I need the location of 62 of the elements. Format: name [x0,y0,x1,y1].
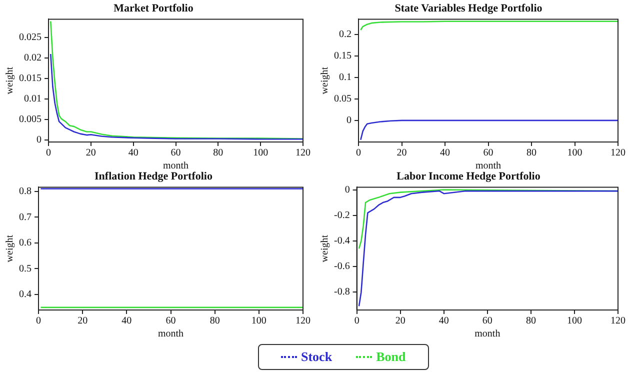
y-tick-label: 0.01 [24,94,42,105]
y-axis-title: weight [4,234,16,262]
x-tick-label: 20 [395,316,406,327]
chart-title: Labor Income Hedge Portfolio [396,170,541,182]
x-axis-title: month [475,160,502,172]
x-tick-label: 120 [296,148,310,159]
x-tick-label: 40 [128,148,138,159]
legend-label: Stock [301,349,332,365]
y-tick-label: 0.1 [339,72,352,83]
x-tick-label: 100 [566,316,582,327]
y-tick-label: 0.015 [19,73,42,84]
x-tick-label: 60 [170,148,181,159]
y-tick-label: 0.005 [19,114,42,126]
x-tick-label: 20 [396,148,407,159]
x-tick-label: 100 [567,148,582,159]
chart-title: State Variables Hedge Portfolio [394,2,543,14]
x-tick-label: 0 [46,148,51,159]
y-tick-label: 0.2 [339,28,352,40]
y-tick-label: 0.4 [19,289,32,300]
y-tick-label: 0 [346,115,352,126]
legend-label: Bond [376,349,406,365]
y-tick-label: 0.05 [334,94,352,105]
x-tick-label: 120 [296,316,310,327]
chart-title: Market Portfolio [114,2,194,14]
x-tick-label: 40 [438,316,449,327]
y-axis-title: weight [320,234,331,262]
y-axis-title: weight [320,66,331,94]
x-tick-label: 40 [122,316,132,327]
chart-title: Inflation Hedge Portfolio [94,170,213,182]
y-tick-label: 0.6 [19,238,32,249]
x-axis-title: month [158,328,184,340]
x-tick-label: 80 [210,316,220,327]
x-tick-label: 0 [356,148,361,159]
y-tick-label: 0 [36,134,42,146]
y-tick-label: 0.02 [24,52,42,64]
y-tick-label: 0.5 [19,263,32,274]
x-tick-label: 120 [610,148,626,159]
x-tick-label: 80 [526,148,536,159]
x-tick-label: 80 [213,148,224,159]
y-tick-label: 0.15 [334,50,352,62]
x-tick-label: 60 [166,316,176,327]
x-axis-title: month [474,328,500,340]
y-tick-label: 0.7 [19,212,32,223]
x-axis-title: month [162,160,189,172]
y-tick-label: 0 [344,184,350,196]
x-tick-label: 100 [253,148,268,159]
x-tick-label: 0 [354,316,360,327]
x-tick-label: 20 [78,316,88,327]
y-tick-label: -0.6 [334,261,350,272]
x-tick-label: 100 [251,316,266,327]
y-tick-label: 0.8 [19,186,32,197]
x-tick-label: 120 [610,316,626,327]
x-tick-label: 80 [526,316,536,327]
y-tick-label: -0.2 [334,210,350,221]
x-tick-label: 60 [482,316,492,327]
y-tick-label: -0.8 [334,286,350,298]
x-tick-label: 40 [440,148,450,159]
y-tick-label: 0.025 [19,32,42,44]
y-tick-label: -0.4 [334,236,350,247]
y-axis-title: weight [4,66,16,94]
x-tick-label: 20 [86,148,96,159]
x-tick-label: 60 [483,148,494,159]
